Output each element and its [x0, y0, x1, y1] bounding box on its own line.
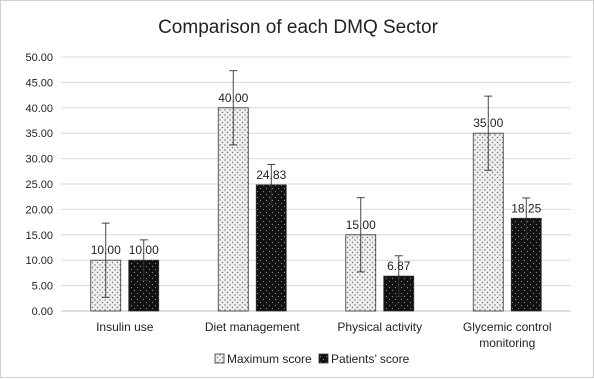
data-label: 35.00 [473, 116, 503, 130]
legend: Maximum score Patients’ score [214, 352, 410, 366]
y-tick-label: 45.00 [25, 77, 53, 89]
data-label: 18.25 [511, 201, 541, 215]
data-label: 40.00 [218, 91, 248, 105]
y-tick-label: 15.00 [25, 230, 53, 242]
category-label: Insulin use [96, 320, 154, 334]
y-tick-label: 50.00 [25, 52, 53, 64]
error-bars-layer [101, 70, 531, 298]
y-tick-label: 40.00 [25, 103, 53, 115]
chart-title: Comparison of each DMQ Sector [158, 17, 438, 38]
y-tick-label: 30.00 [25, 154, 53, 166]
data-label: 10.00 [129, 243, 159, 257]
data-label: 24.83 [256, 168, 286, 182]
data-label: 6.87 [387, 259, 411, 273]
legend-label: Patients’ score [331, 352, 410, 366]
category-label: Diet management [205, 320, 300, 334]
category-label: Glycemic control [463, 320, 552, 334]
y-tick-label: 35.00 [25, 128, 53, 140]
data-labels-layer: 10.00 10.00 40.00 24.83 15.00 6.87 35.00 18.25 [91, 91, 542, 273]
legend-swatch [318, 353, 329, 364]
y-tick-label: 20.00 [25, 204, 53, 216]
data-label: 10.00 [91, 243, 121, 257]
bar-patients-score [255, 184, 287, 312]
y-tick-label: 25.00 [25, 179, 53, 191]
y-tick-label: 5.00 [32, 281, 53, 293]
data-label: 15.00 [346, 218, 376, 232]
legend-label: Maximum score [227, 352, 312, 366]
y-tick-label: 10.00 [25, 255, 53, 267]
y-tick-label: 0.00 [32, 306, 53, 318]
category-labels: Insulin use Diet management Physical activ… [96, 320, 552, 350]
y-axis-ticks: 0.00 5.00 10.00 15.00 20.00 25.00 30.00 35.00 40… [25, 52, 53, 318]
legend-swatch [214, 353, 225, 364]
category-label: Physical activity [337, 320, 422, 334]
category-label: monitoring [479, 336, 535, 350]
